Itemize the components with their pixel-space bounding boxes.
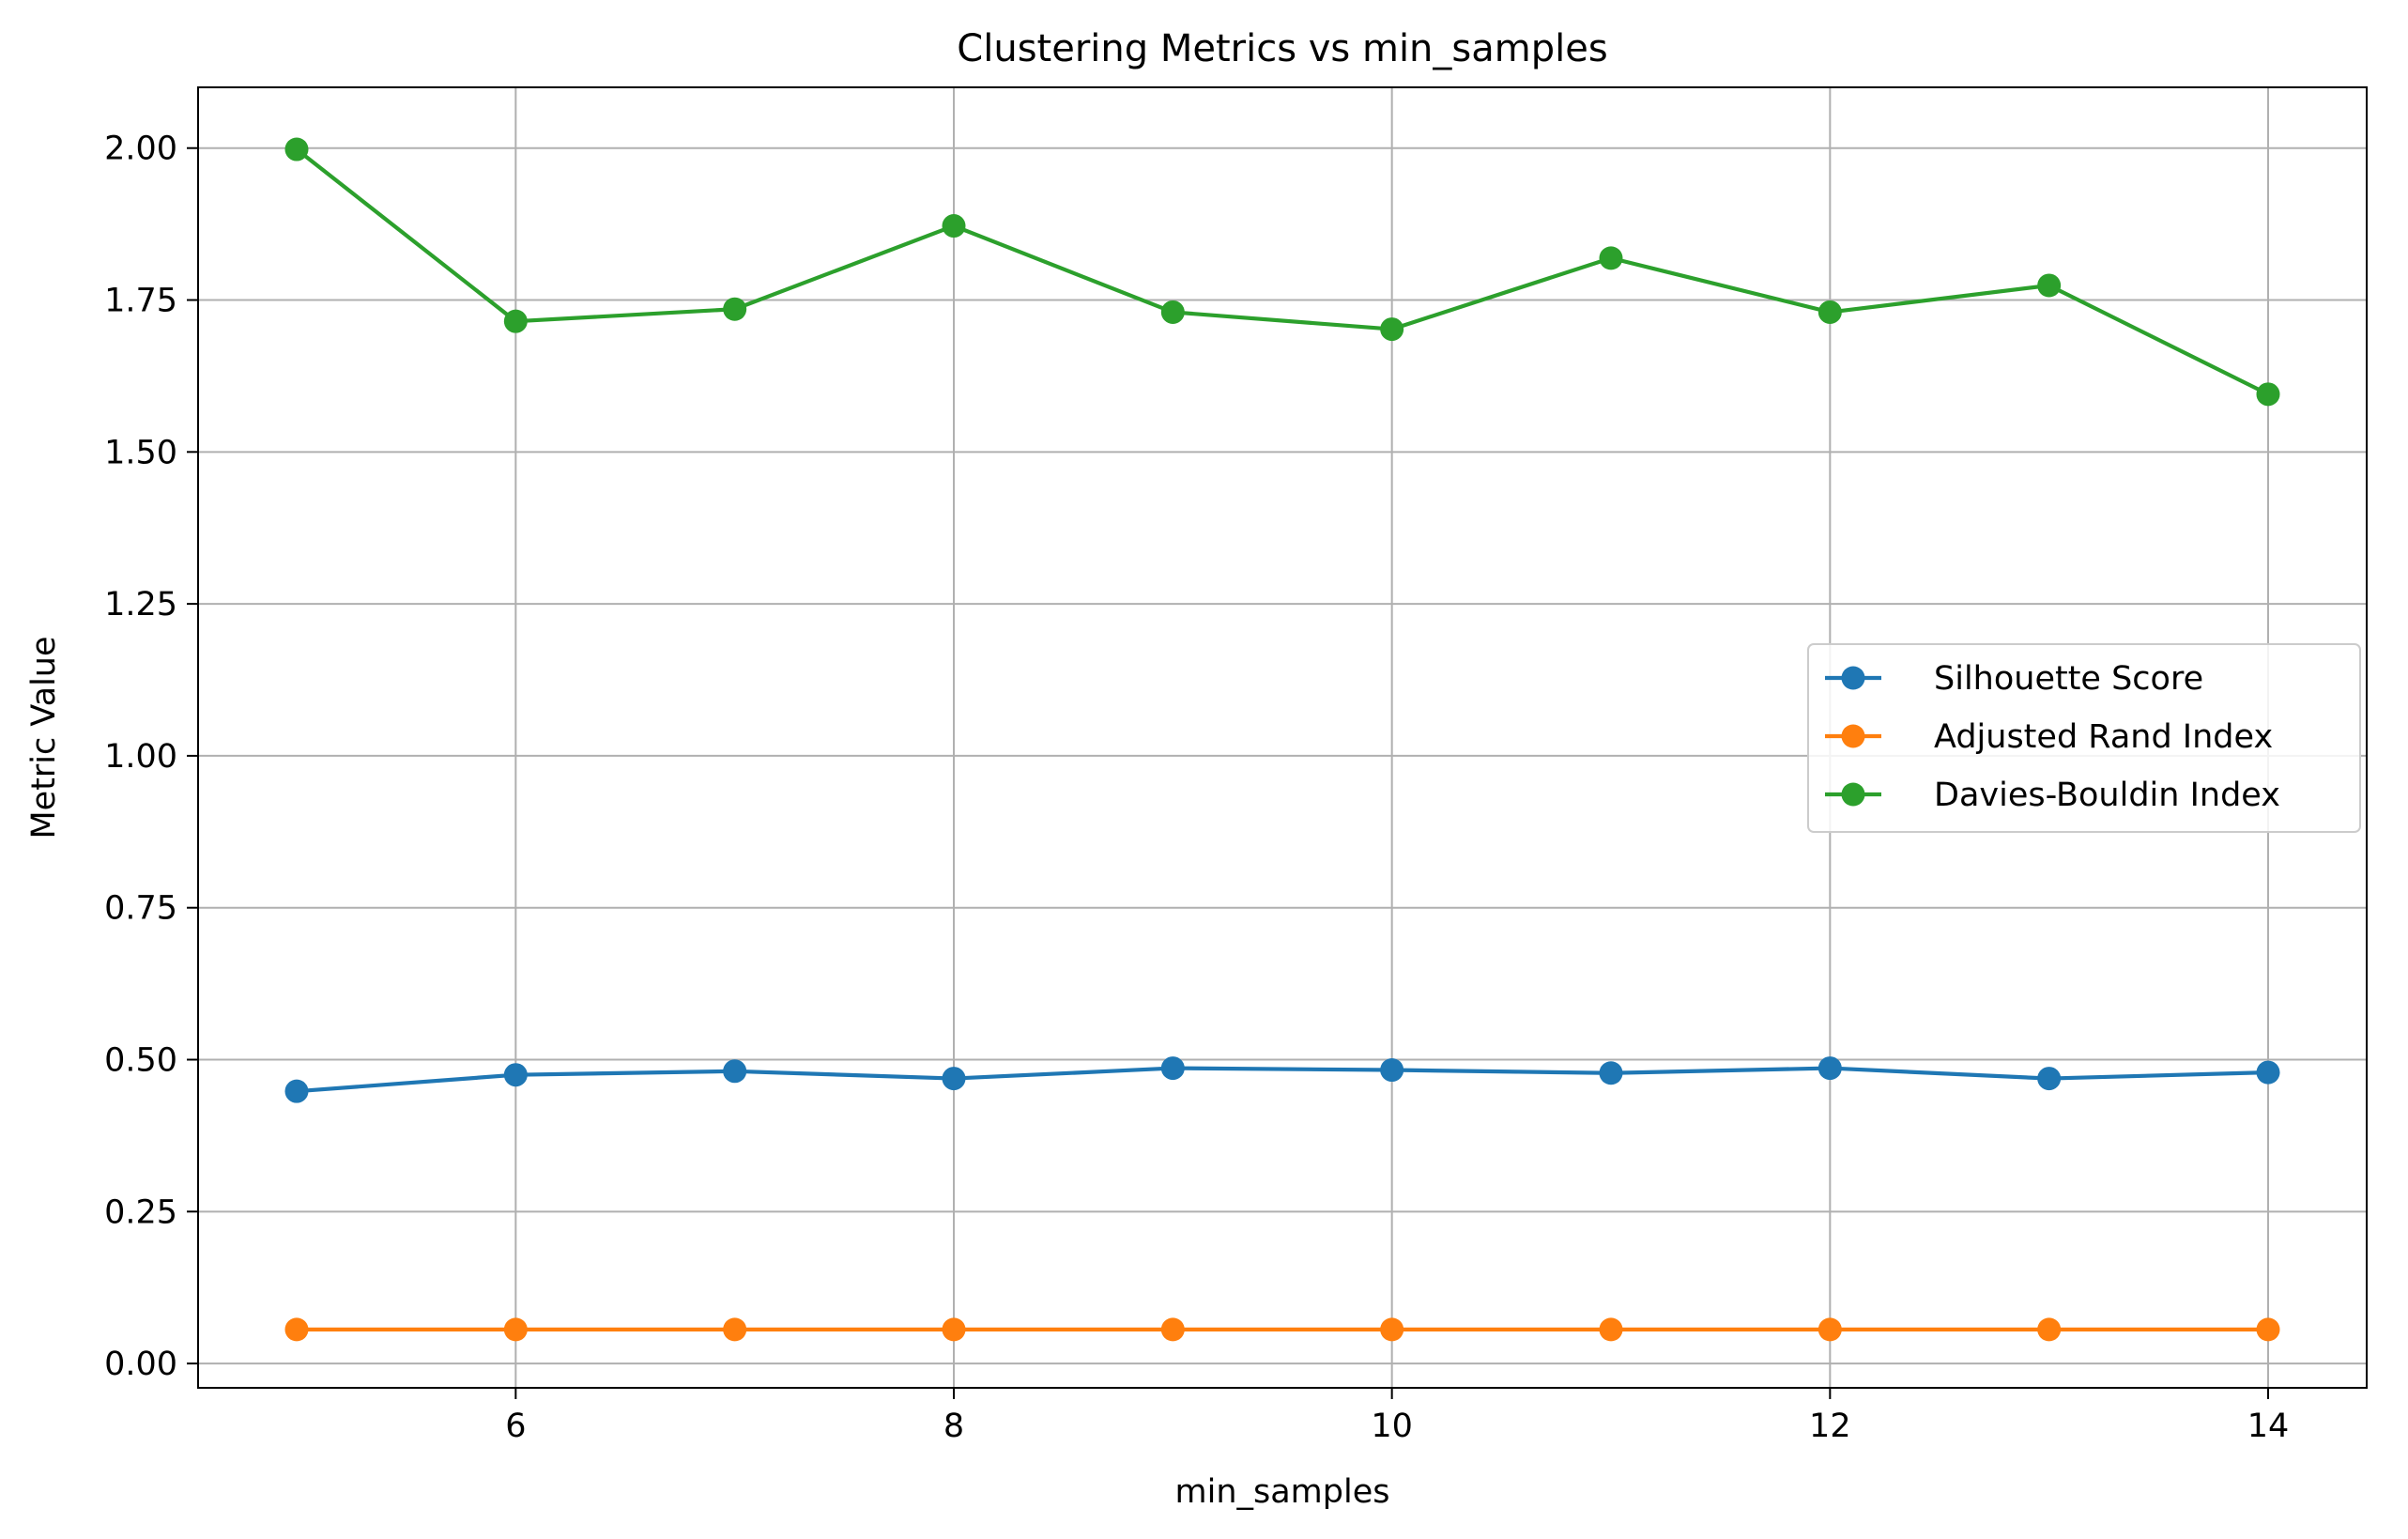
- series-2: [284, 137, 2280, 407]
- series-1: [284, 1317, 2280, 1342]
- legend-marker: [1841, 666, 1865, 690]
- data-point: [2037, 1067, 2062, 1091]
- y-tick-label: 1.25: [104, 586, 177, 623]
- legend: Silhouette Score Adjusted Rand Index Davie…: [1807, 643, 2361, 833]
- data-point: [723, 297, 747, 321]
- axis-ticks: 6 8 10 12 14 0.00 0.25 0.50 0.75 1.00 1.25 1.50 1.75…: [104, 131, 2289, 1445]
- data-point: [1380, 317, 1404, 342]
- y-tick-label: 1.75: [104, 283, 177, 320]
- data-point: [2037, 1317, 2062, 1342]
- data-point: [503, 1063, 528, 1087]
- legend-label: Adjusted Rand Index: [1934, 718, 2273, 756]
- legend-box: [1807, 643, 2361, 833]
- x-tick-label: 12: [1809, 1408, 1851, 1445]
- legend-marker: [1841, 782, 1865, 807]
- data-point: [1818, 1317, 1842, 1342]
- data-point: [1160, 1056, 1185, 1081]
- series-line: [294, 1066, 2271, 1094]
- y-tick-label: 1.00: [104, 738, 177, 776]
- data-point: [942, 214, 966, 239]
- y-tick-label: 0.50: [104, 1042, 177, 1080]
- y-tick-label: 0.75: [104, 890, 177, 928]
- legend-item: Adjusted Rand Index: [1825, 718, 2273, 756]
- data-point: [1818, 300, 1842, 324]
- series-line: [294, 146, 2271, 397]
- x-tick-label: 8: [943, 1408, 964, 1445]
- data-point: [284, 1317, 309, 1342]
- x-axis-label: min_samples: [1175, 1473, 1390, 1511]
- data-point: [942, 1317, 966, 1342]
- legend-label: Davies-Bouldin Index: [1934, 777, 2280, 814]
- series-0: [284, 1056, 2280, 1103]
- data-point: [1818, 1056, 1842, 1081]
- data-point: [723, 1059, 747, 1084]
- legend-label: Silhouette Score: [1934, 660, 2203, 698]
- legend-item: Silhouette Score: [1825, 660, 2203, 698]
- plot-frame: [197, 86, 2368, 1389]
- data-point: [942, 1067, 966, 1091]
- x-tick-label: 14: [2247, 1408, 2290, 1445]
- data-point: [1599, 246, 1623, 270]
- chart-title: Clustering Metrics vs min_samples: [957, 27, 1607, 70]
- data-point: [1380, 1058, 1404, 1083]
- legend-marker: [1841, 724, 1865, 748]
- data-point: [284, 137, 309, 162]
- data-point: [284, 1079, 309, 1103]
- data-point: [503, 1317, 528, 1342]
- data-point: [503, 309, 528, 333]
- y-tick-label: 1.50: [104, 434, 177, 471]
- data-point: [1160, 300, 1185, 324]
- data-point: [2256, 1317, 2280, 1342]
- series-layer: [284, 137, 2280, 1342]
- data-point: [2256, 382, 2280, 407]
- y-axis-label: Metric Value: [25, 636, 63, 839]
- data-point: [2256, 1060, 2280, 1085]
- x-tick-label: 6: [505, 1408, 526, 1445]
- y-tick-label: 0.00: [104, 1346, 177, 1383]
- data-point: [1380, 1317, 1404, 1342]
- data-point: [1160, 1317, 1185, 1342]
- data-point: [723, 1317, 747, 1342]
- data-point: [1599, 1061, 1623, 1085]
- y-tick-label: 0.25: [104, 1193, 177, 1231]
- y-tick-label: 2.00: [104, 131, 177, 168]
- data-point: [2037, 273, 2062, 298]
- legend-item: Davies-Bouldin Index: [1825, 777, 2280, 814]
- x-tick-label: 10: [1371, 1408, 1413, 1445]
- data-point: [1599, 1317, 1623, 1342]
